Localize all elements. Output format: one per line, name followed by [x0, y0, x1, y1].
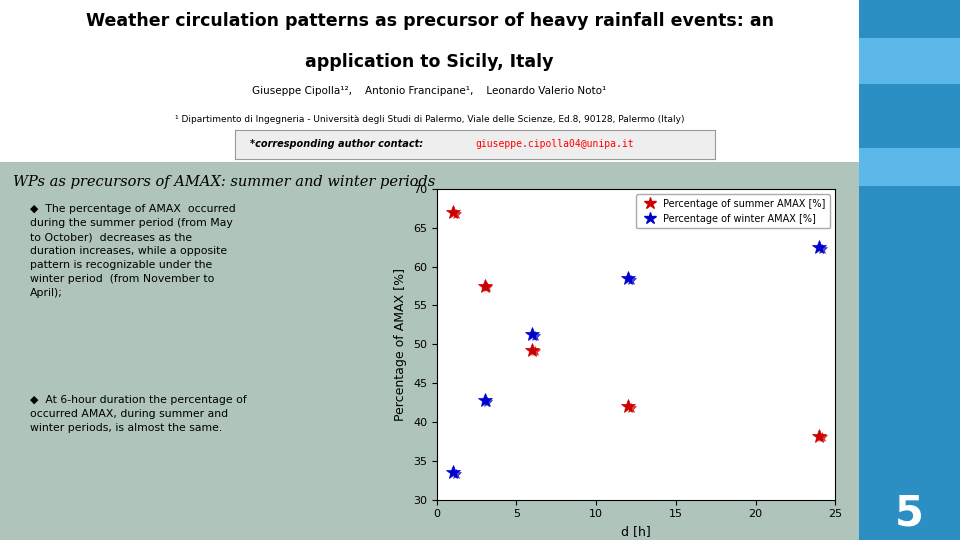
Text: giuseppe.cipolla04@unipa.it: giuseppe.cipolla04@unipa.it [475, 139, 634, 150]
Legend: Percentage of summer AMAX [%], Percentage of winter AMAX [%]: Percentage of summer AMAX [%], Percentag… [636, 194, 830, 228]
Text: *corresponding author contact:: *corresponding author contact: [250, 139, 422, 150]
Text: WPs as precursors of AMAX: summer and winter periods: WPs as precursors of AMAX: summer and wi… [12, 175, 435, 189]
X-axis label: d [h]: d [h] [621, 525, 651, 538]
Text: ◆  The percentage of AMAX  occurred
during the summer period (from May
to Octobe: ◆ The percentage of AMAX occurred during… [31, 204, 236, 298]
Text: Giuseppe Cipolla¹²,    Antonio Francipane¹,    Leonardo Valerio Noto¹: Giuseppe Cipolla¹², Antonio Francipane¹,… [252, 86, 607, 96]
Text: ◆  At 6-hour duration the percentage of
occurred AMAX, during summer and
winter : ◆ At 6-hour duration the percentage of o… [31, 395, 247, 433]
Text: ¹ Dipartimento di Ingegneria - Università degli Studi di Palermo, Viale delle Sc: ¹ Dipartimento di Ingegneria - Universit… [175, 116, 684, 124]
Y-axis label: Percentage of AMAX [%]: Percentage of AMAX [%] [395, 268, 407, 421]
Text: application to Sicily, Italy: application to Sicily, Italy [305, 53, 554, 71]
Text: Weather circulation patterns as precursor of heavy rainfall events: an: Weather circulation patterns as precurso… [85, 11, 774, 30]
Text: 5: 5 [895, 492, 924, 534]
